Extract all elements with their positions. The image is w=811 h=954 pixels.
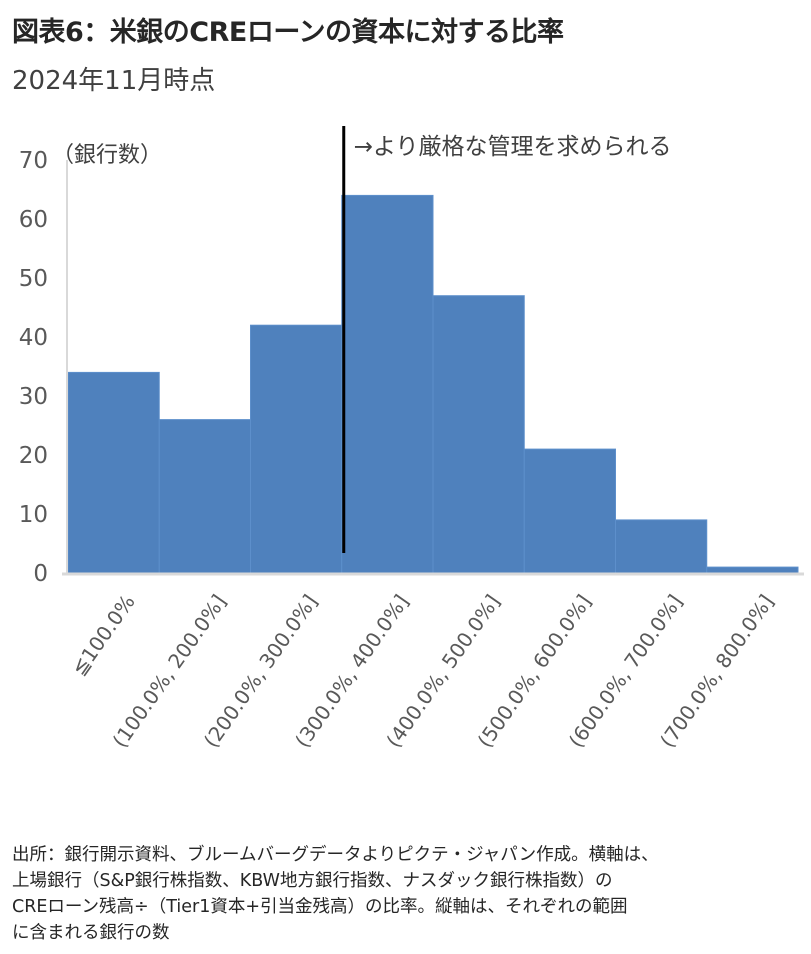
bar <box>432 295 525 574</box>
chart-subtitle: 2024年11月時点 <box>12 66 216 96</box>
y-tick-label: 20 <box>19 443 48 469</box>
bars <box>67 194 799 574</box>
histogram-chart: 0 10 20 30 40 50 60 70 （銀行数） →より厳格な管理を求められる ≦10… <box>19 126 804 752</box>
footnote-line: に含まれる銀行の数 <box>12 923 170 943</box>
bar <box>67 371 160 574</box>
y-axis-label: （銀行数） <box>52 143 162 168</box>
y-tick-label: 30 <box>19 384 48 410</box>
y-tick-label: 10 <box>19 502 48 528</box>
footnote-line: 上場銀行（S&P銀行株指数、KBW地方銀行指数、ナスダック銀行株指数）の <box>12 871 613 891</box>
y-tick-label: 70 <box>19 148 48 174</box>
bar <box>523 448 616 574</box>
bar <box>250 324 343 574</box>
chart-title: 図表6：米銀のCREローンの資本に対する比率 <box>12 17 564 48</box>
y-axis-ticks: 0 10 20 30 40 50 60 70 <box>19 148 48 587</box>
bar <box>615 519 708 574</box>
bar <box>706 566 799 574</box>
bar <box>341 194 434 574</box>
y-tick-label: 50 <box>19 266 48 292</box>
annotation-text: →より厳格な管理を求められる <box>354 134 672 160</box>
y-tick-label: 40 <box>19 325 48 351</box>
footnote-line: 出所：銀行開示資料、ブルームバーグデータよりピクテ・ジャパン作成。横軸は、 <box>12 845 659 865</box>
x-axis-ticks: ≦100.0%(100.0%, 200.0%](200.0%, 300.0%](… <box>67 590 779 752</box>
footnote: 出所：銀行開示資料、ブルームバーグデータよりピクテ・ジャパン作成。横軸は、 上場… <box>12 842 802 946</box>
footnote-line: CREローン残高÷（Tier1資本+引当金残高）の比率。縦軸は、それぞれの範囲 <box>12 897 628 917</box>
bar <box>158 419 251 574</box>
y-tick-label: 0 <box>33 561 48 587</box>
x-tick-label: ≦100.0% <box>67 590 140 680</box>
y-tick-label: 60 <box>19 207 48 233</box>
